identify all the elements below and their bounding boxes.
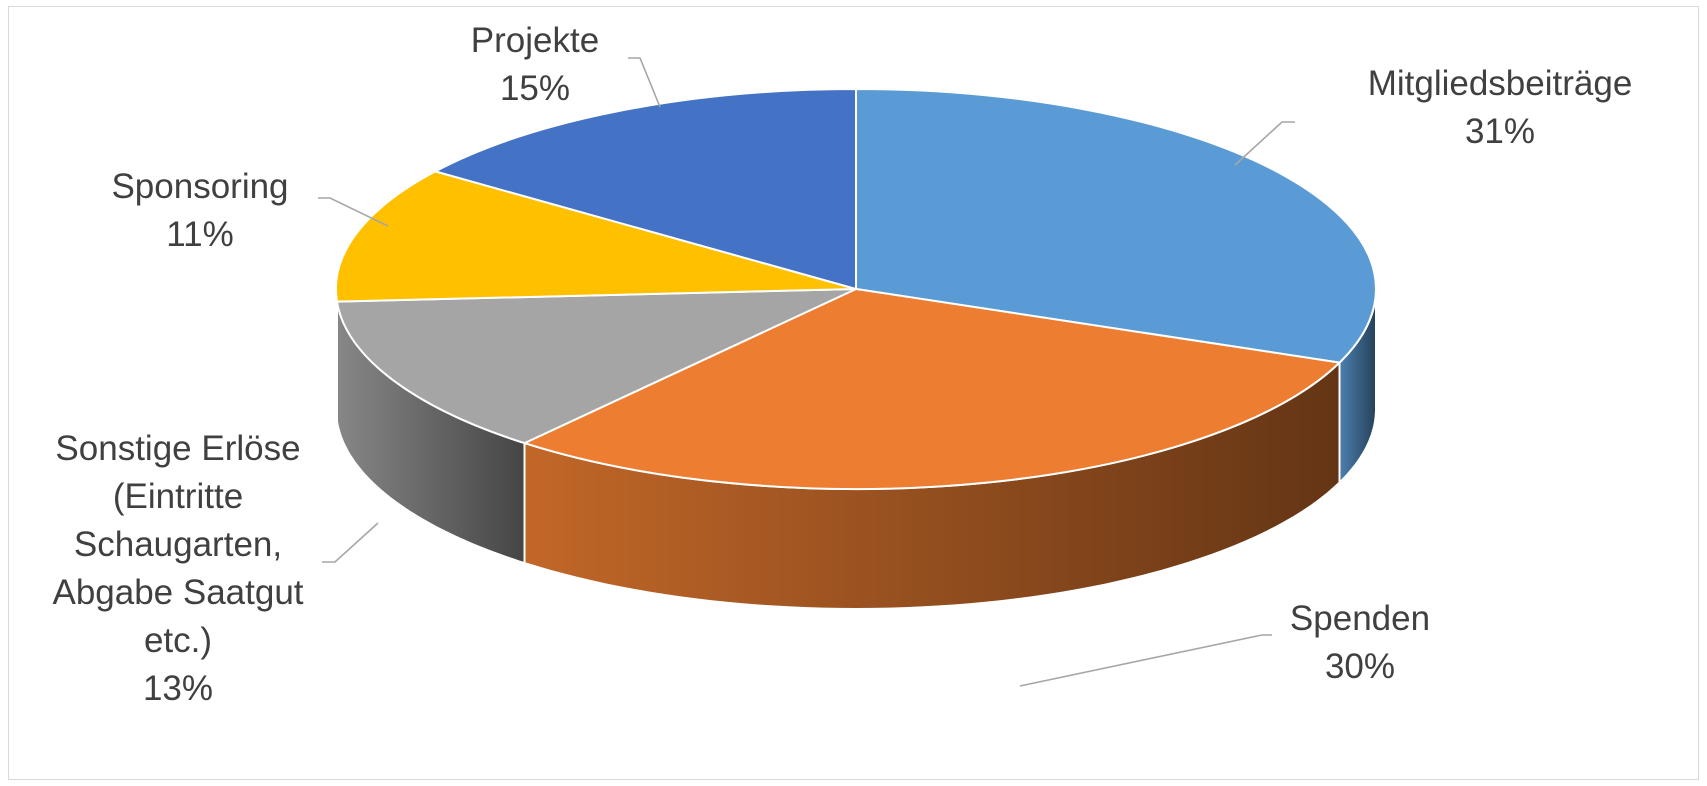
pie-top-layer (334, 88, 1377, 491)
category-label: Projekte (471, 21, 599, 60)
percent-label: 30% (1325, 647, 1395, 686)
pie-side-layer (335, 289, 1377, 611)
leader-line-projekte (628, 57, 661, 108)
pie-slice-sponsoring (334, 170, 857, 303)
category-label: Spenden (1290, 599, 1430, 638)
category-label: etc.) (144, 621, 212, 660)
leader-lines (318, 57, 1295, 687)
pie-slice-mitgliedsbeitraege (855, 88, 1377, 364)
percent-label: 31% (1465, 112, 1535, 151)
category-label: Schaugarten, (74, 525, 282, 564)
category-label: Sonstige Erlöse (55, 429, 300, 468)
leader-line-sponsoring (318, 197, 389, 227)
percent-label: 13% (143, 669, 213, 708)
leader-line-sonstige-erloese-eintrit (322, 522, 379, 563)
category-label: Sponsoring (111, 167, 288, 206)
pie-slice-projekte (434, 88, 857, 290)
pie-side-sponsoring (335, 289, 338, 422)
data-label-mitgliedsbeitraege: Mitgliedsbeiträge 31% (1368, 64, 1633, 151)
category-label: Mitgliedsbeiträge (1368, 64, 1633, 103)
percent-label: 11% (166, 215, 233, 254)
leader-line-mitgliedsbeitraege (1234, 121, 1295, 166)
data-label-spenden: Spenden 30% (1290, 599, 1430, 686)
category-label: Abgabe Saatgut (52, 573, 303, 612)
pie-slice-spenden (523, 288, 1341, 491)
data-label-sponsoring: Sponsoring 11% (111, 167, 288, 254)
leader-line-spenden (1019, 634, 1272, 687)
data-label-sonstige-erloese-eintrit: Sonstige Erlöse (Eintritte Schaugarten, Abg… (52, 429, 303, 708)
data-labels: Mitgliedsbeiträge 31% Spenden 30% Sonstige E… (52, 21, 1632, 708)
pie-slice-sonstige-erloese-eintrit (336, 288, 857, 445)
percent-label: 15% (500, 69, 570, 108)
data-label-projekte: Projekte 15% (471, 21, 599, 108)
category-label: (Eintritte (113, 477, 243, 516)
